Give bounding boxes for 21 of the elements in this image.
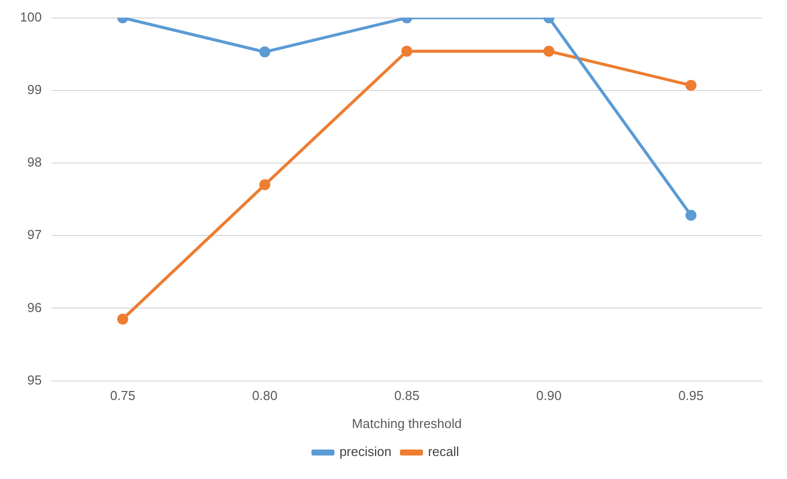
- y-tick-label: 95: [27, 372, 42, 388]
- x-tick-label: 0.90: [536, 388, 562, 404]
- x-tick-label: 0.85: [394, 388, 420, 404]
- point: [259, 46, 270, 58]
- x-tick-label: 0.80: [252, 388, 278, 404]
- y-tick-label: 100: [20, 9, 42, 24]
- x-axis-title: Matching threshold: [352, 416, 462, 431]
- point: [117, 314, 128, 325]
- point: [543, 46, 554, 57]
- x-tick-label: 0.75: [110, 388, 136, 404]
- point: [401, 46, 412, 57]
- x-tick-label: 0.95: [678, 388, 704, 404]
- legend-label: recall: [428, 444, 460, 460]
- y-tick-label: 99: [27, 82, 42, 97]
- legend-label: precision: [339, 444, 392, 460]
- y-tick-label: 97: [27, 227, 42, 242]
- y-tick-label: 98: [27, 154, 42, 170]
- point: [259, 179, 270, 190]
- point: [685, 210, 696, 221]
- point: [685, 80, 696, 91]
- y-tick-label: 96: [27, 300, 42, 315]
